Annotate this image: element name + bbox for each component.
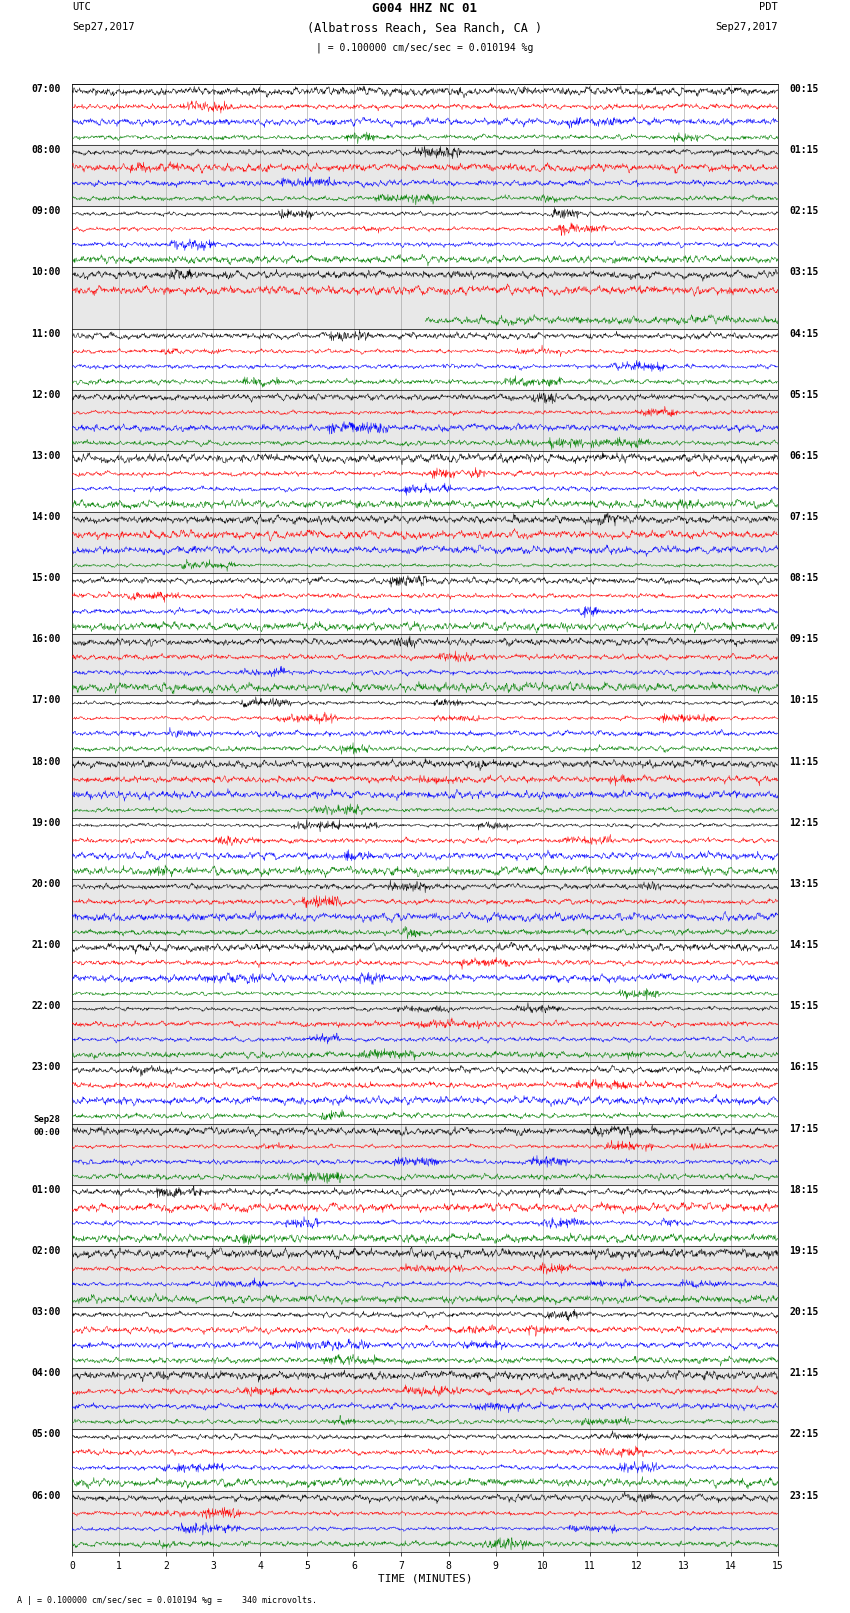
Text: 02:15: 02:15 <box>790 206 819 216</box>
Text: 11:15: 11:15 <box>790 756 819 766</box>
Text: G004 HHZ NC 01: G004 HHZ NC 01 <box>372 3 478 16</box>
Text: 19:15: 19:15 <box>790 1245 819 1257</box>
Text: 07:15: 07:15 <box>790 511 819 523</box>
Text: 07:00: 07:00 <box>31 84 60 94</box>
Text: 06:00: 06:00 <box>31 1490 60 1500</box>
Bar <box>72 1002 778 1063</box>
Text: 22:15: 22:15 <box>790 1429 819 1439</box>
Text: 09:15: 09:15 <box>790 634 819 644</box>
Text: 20:00: 20:00 <box>31 879 60 889</box>
Text: 15:15: 15:15 <box>790 1002 819 1011</box>
Text: 16:00: 16:00 <box>31 634 60 644</box>
Bar <box>72 879 778 940</box>
Text: (Albatross Reach, Sea Ranch, CA ): (Albatross Reach, Sea Ranch, CA ) <box>308 23 542 35</box>
Bar <box>72 756 778 818</box>
Text: 18:00: 18:00 <box>31 756 60 766</box>
Text: 01:00: 01:00 <box>31 1184 60 1195</box>
Text: 12:15: 12:15 <box>790 818 819 827</box>
Text: 12:00: 12:00 <box>31 390 60 400</box>
Text: 10:15: 10:15 <box>790 695 819 705</box>
Text: 16:15: 16:15 <box>790 1063 819 1073</box>
Text: 23:15: 23:15 <box>790 1490 819 1500</box>
Text: 21:15: 21:15 <box>790 1368 819 1378</box>
Text: Sep28: Sep28 <box>34 1115 60 1124</box>
Text: 01:15: 01:15 <box>790 145 819 155</box>
Text: PDT: PDT <box>759 3 778 13</box>
Text: 02:00: 02:00 <box>31 1245 60 1257</box>
Text: 11:00: 11:00 <box>31 329 60 339</box>
Bar <box>72 511 778 573</box>
Text: 19:00: 19:00 <box>31 818 60 827</box>
X-axis label: TIME (MINUTES): TIME (MINUTES) <box>377 1574 473 1584</box>
Text: 20:15: 20:15 <box>790 1307 819 1318</box>
Bar <box>72 145 778 206</box>
Text: 03:15: 03:15 <box>790 268 819 277</box>
Text: 10:00: 10:00 <box>31 268 60 277</box>
Text: 21:00: 21:00 <box>31 940 60 950</box>
Text: 22:00: 22:00 <box>31 1002 60 1011</box>
Bar <box>72 390 778 450</box>
Bar <box>72 1490 778 1552</box>
Text: 08:15: 08:15 <box>790 573 819 584</box>
Bar <box>72 1368 778 1429</box>
Text: 03:00: 03:00 <box>31 1307 60 1318</box>
Text: Sep27,2017: Sep27,2017 <box>72 23 135 32</box>
Text: 18:15: 18:15 <box>790 1184 819 1195</box>
Text: 06:15: 06:15 <box>790 450 819 461</box>
Text: A | = 0.100000 cm/sec/sec = 0.010194 %g =    340 microvolts.: A | = 0.100000 cm/sec/sec = 0.010194 %g … <box>17 1595 317 1605</box>
Text: 05:15: 05:15 <box>790 390 819 400</box>
Text: 14:00: 14:00 <box>31 511 60 523</box>
Text: 13:15: 13:15 <box>790 879 819 889</box>
Text: 17:00: 17:00 <box>31 695 60 705</box>
Bar <box>72 634 778 695</box>
Bar <box>72 1124 778 1184</box>
Text: | = 0.100000 cm/sec/sec = 0.010194 %g: | = 0.100000 cm/sec/sec = 0.010194 %g <box>316 44 534 53</box>
Text: 05:00: 05:00 <box>31 1429 60 1439</box>
Text: 00:00: 00:00 <box>34 1127 60 1137</box>
Bar <box>72 1245 778 1307</box>
Bar <box>72 268 778 329</box>
Text: Sep27,2017: Sep27,2017 <box>715 23 778 32</box>
Text: 17:15: 17:15 <box>790 1124 819 1134</box>
Text: 04:15: 04:15 <box>790 329 819 339</box>
Text: 13:00: 13:00 <box>31 450 60 461</box>
Text: 00:15: 00:15 <box>790 84 819 94</box>
Text: 15:00: 15:00 <box>31 573 60 584</box>
Text: 08:00: 08:00 <box>31 145 60 155</box>
Text: UTC: UTC <box>72 3 91 13</box>
Text: 04:00: 04:00 <box>31 1368 60 1378</box>
Text: 23:00: 23:00 <box>31 1063 60 1073</box>
Text: 14:15: 14:15 <box>790 940 819 950</box>
Text: 09:00: 09:00 <box>31 206 60 216</box>
